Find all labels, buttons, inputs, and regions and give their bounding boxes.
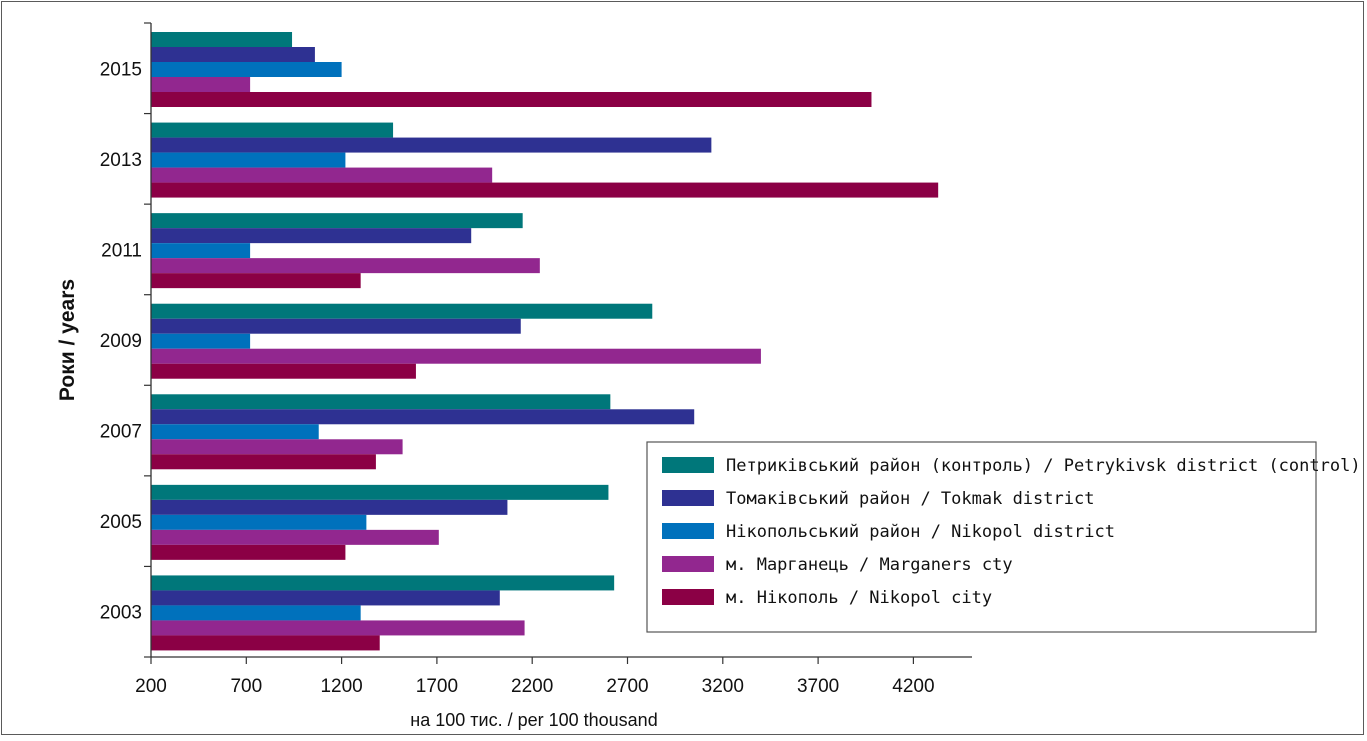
bar-2005-series-4 (151, 529, 439, 545)
y-tick-label: 2013 (100, 150, 142, 171)
x-tick-label: 200 (135, 676, 167, 697)
y-ticks-group: 2015 2013 2011 2009 2007 2005 2003 (100, 22, 151, 658)
bar-2013-series-4 (151, 167, 493, 183)
bar-2015-series-2 (151, 47, 315, 62)
legend-label: м. Нікополь / Nikopol city (726, 588, 992, 608)
bars-group (151, 32, 939, 651)
legend-swatch (662, 523, 714, 539)
bar-2015-series-1 (151, 32, 293, 47)
y-tick-label: 2009 (100, 331, 142, 352)
bar-2003-series-1 (151, 575, 615, 591)
bar-2005-series-2 (151, 499, 508, 515)
legend-label: Томаківський район / Tokmak district (726, 489, 1094, 509)
y-axis-title: Роки / years (56, 279, 79, 401)
y-tick-label: 2011 (101, 240, 142, 261)
bar-2011-series-1 (151, 213, 523, 229)
bar-2003-series-5 (151, 635, 380, 651)
bar-2011-series-2 (151, 228, 472, 244)
y-tick-label: 2015 (100, 59, 142, 80)
bar-2007-series-4 (151, 439, 403, 455)
x-tick-label: 1200 (320, 676, 362, 697)
bar-2011-series-3 (151, 243, 251, 259)
x-tick-label: 2200 (511, 676, 553, 697)
bar-2005-series-5 (151, 544, 346, 560)
bar-2007-series-5 (151, 454, 376, 470)
x-tick-label: 2700 (606, 676, 648, 697)
bar-2009-series-3 (151, 333, 251, 349)
bar-2013-series-5 (151, 182, 939, 198)
bar-2007-series-2 (151, 409, 695, 425)
bar-2013-series-2 (151, 137, 712, 153)
bar-2005-series-3 (151, 514, 367, 530)
bar-2009-series-1 (151, 303, 653, 319)
legend-label: Нікопольський район / Nikopol district (726, 522, 1115, 542)
bar-2013-series-1 (151, 122, 394, 138)
bar-2013-series-3 (151, 152, 346, 168)
legend-swatch (662, 457, 714, 473)
y-tick-label: 2005 (100, 512, 142, 533)
x-ticks-group: 200 700 1200 1700 2200 2700 3200 3700 4200 (135, 657, 935, 697)
bar-2007-series-3 (151, 424, 319, 440)
legend-box (646, 441, 1317, 633)
x-tick-label: 1700 (416, 676, 458, 697)
bar-2015-series-4 (151, 77, 251, 92)
bar-2003-series-3 (151, 605, 361, 621)
bar-2011-series-4 (151, 258, 540, 274)
bar-2003-series-2 (151, 590, 500, 606)
bar-2005-series-1 (151, 484, 609, 500)
axes-group (150, 23, 972, 658)
y-tick-label: 2007 (100, 422, 142, 443)
x-tick-label: 3700 (797, 676, 839, 697)
bar-2015-series-5 (151, 92, 872, 107)
legend-swatch (662, 556, 714, 572)
bar-2009-series-2 (151, 318, 521, 334)
bar-2011-series-5 (151, 273, 361, 289)
x-tick-label: 3200 (702, 676, 744, 697)
x-tick-label: 700 (230, 676, 262, 697)
bar-2009-series-5 (151, 363, 416, 379)
legend-swatch (662, 490, 714, 506)
bar-2003-series-4 (151, 620, 525, 636)
legend: Петриківський район (контроль) / Petryki… (646, 441, 1361, 633)
legend-swatch (662, 589, 714, 605)
x-axis-title: на 100 тис. / per 100 thousand (410, 710, 657, 730)
y-tick-label: 2003 (100, 603, 142, 624)
legend-label: Петриківський район (контроль) / Petryki… (726, 456, 1361, 476)
x-tick-label: 4200 (892, 676, 934, 697)
legend-label: м. Марганець / Marganers cty (726, 555, 1013, 575)
bar-2009-series-4 (151, 348, 761, 364)
bar-2007-series-1 (151, 394, 611, 410)
bar-2015-series-3 (151, 62, 342, 77)
